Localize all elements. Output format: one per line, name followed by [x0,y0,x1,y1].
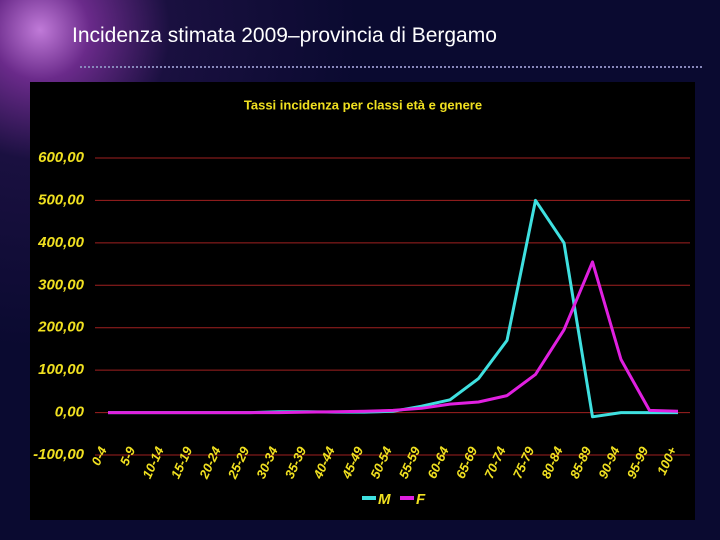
chart-title: Tassi incidenza per classi età e genere [244,97,482,112]
y-tick-label: 600,00 [38,149,85,166]
x-tick-label: 0-4 [88,444,110,468]
y-tick-label: 100,00 [38,361,85,378]
line-series [108,260,679,415]
y-tick-label: 400,00 [37,234,85,251]
y-tick-label: 0,00 [55,404,85,421]
y-tick-label: 500,00 [38,191,85,208]
divider [80,66,702,68]
y-tick-label: 300,00 [38,276,85,293]
slide-title: Incidenza stimata 2009–provincia di Berg… [72,24,497,47]
x-tick-label: 5-9 [117,444,139,468]
chart-panel [30,82,695,520]
legend-label: M [378,491,391,508]
y-tick-label: 200,00 [37,319,85,336]
legend-label: F [416,491,426,508]
y-tick-label: -100,00 [33,446,85,463]
